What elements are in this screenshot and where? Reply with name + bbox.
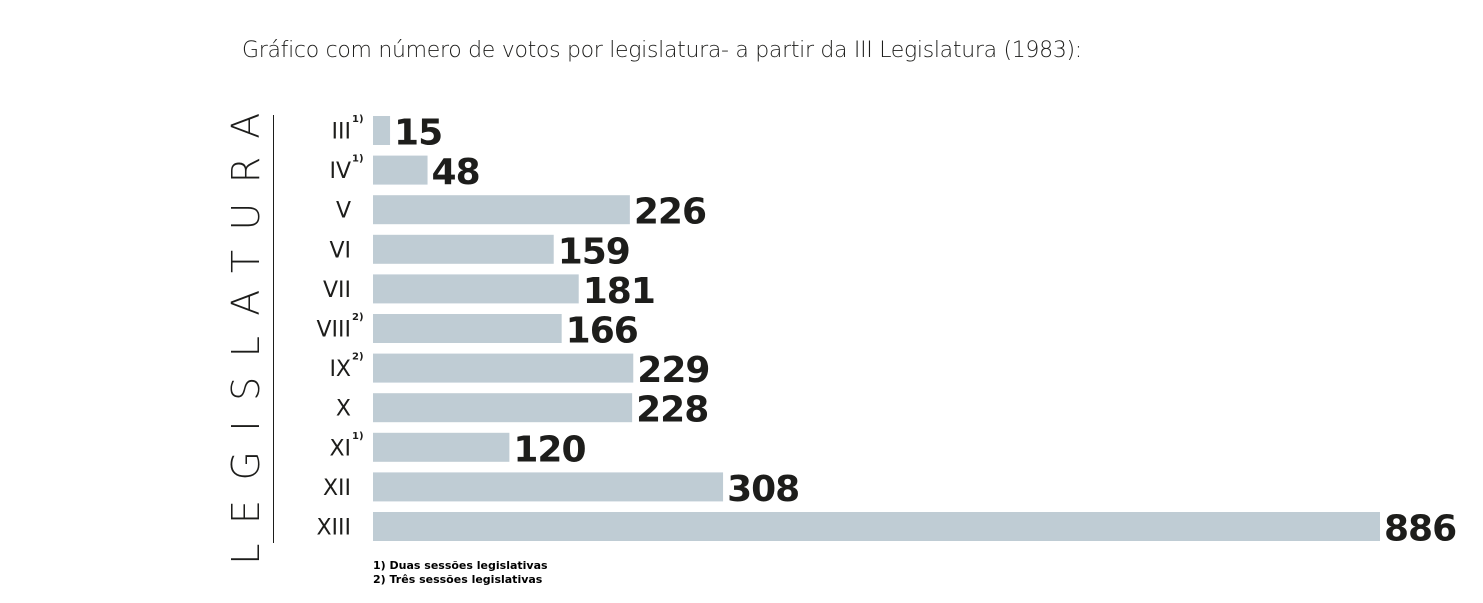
value-label-XII: 308 — [727, 469, 799, 510]
superscript-III: 1) — [352, 114, 364, 125]
value-label-XIII: 886 — [1384, 509, 1456, 550]
value-label-III: 15 — [394, 113, 442, 154]
bar-XII — [373, 472, 724, 502]
superscript-XI: 1) — [352, 431, 364, 442]
category-label-IV: IV — [329, 159, 351, 184]
bar-IV — [373, 155, 428, 185]
footnotes: 1) Duas sessões legislativas 2) Três ses… — [373, 559, 548, 587]
footnote-2: 2) Três sessões legislativas — [373, 573, 543, 586]
bar-VII — [373, 274, 579, 304]
category-label-X: X — [336, 397, 351, 422]
category-label-IX: IX — [329, 357, 351, 382]
category-label-XII: XII — [323, 476, 351, 501]
value-label-VI: 159 — [558, 231, 630, 272]
bar-III — [373, 116, 391, 145]
value-label-V: 226 — [634, 192, 706, 233]
value-label-VIII: 166 — [566, 311, 638, 352]
footnote-1: 1) Duas sessões legislativas — [373, 559, 548, 572]
bar-VI — [373, 234, 554, 264]
superscript-IX: 2) — [352, 352, 364, 363]
category-label-III: III — [332, 120, 351, 145]
value-label-IV: 48 — [432, 152, 480, 193]
value-label-IX: 229 — [637, 350, 709, 391]
y-axis-line — [273, 115, 274, 543]
category-label-VIII: VIII — [316, 318, 351, 343]
bar-X — [373, 393, 633, 423]
superscript-VIII: 2) — [352, 312, 364, 323]
bar-VIII — [373, 314, 562, 343]
category-label-VI: VI — [329, 238, 351, 263]
bar-XI — [373, 432, 510, 462]
value-label-VII: 181 — [583, 271, 655, 312]
bar-V — [373, 195, 630, 225]
value-label-X: 228 — [636, 390, 708, 431]
value-label-XI: 120 — [513, 429, 585, 470]
category-label-XI: XI — [329, 436, 351, 461]
bar-IX — [373, 353, 634, 383]
bar-XIII — [373, 512, 1380, 541]
category-label-VII: VII — [323, 278, 351, 303]
category-label-XIII: XIII — [316, 516, 351, 541]
chart-title: Gráfico com número de votos por legislat… — [242, 38, 1082, 63]
superscript-IV: 1) — [352, 154, 364, 165]
category-label-V: V — [336, 199, 351, 224]
